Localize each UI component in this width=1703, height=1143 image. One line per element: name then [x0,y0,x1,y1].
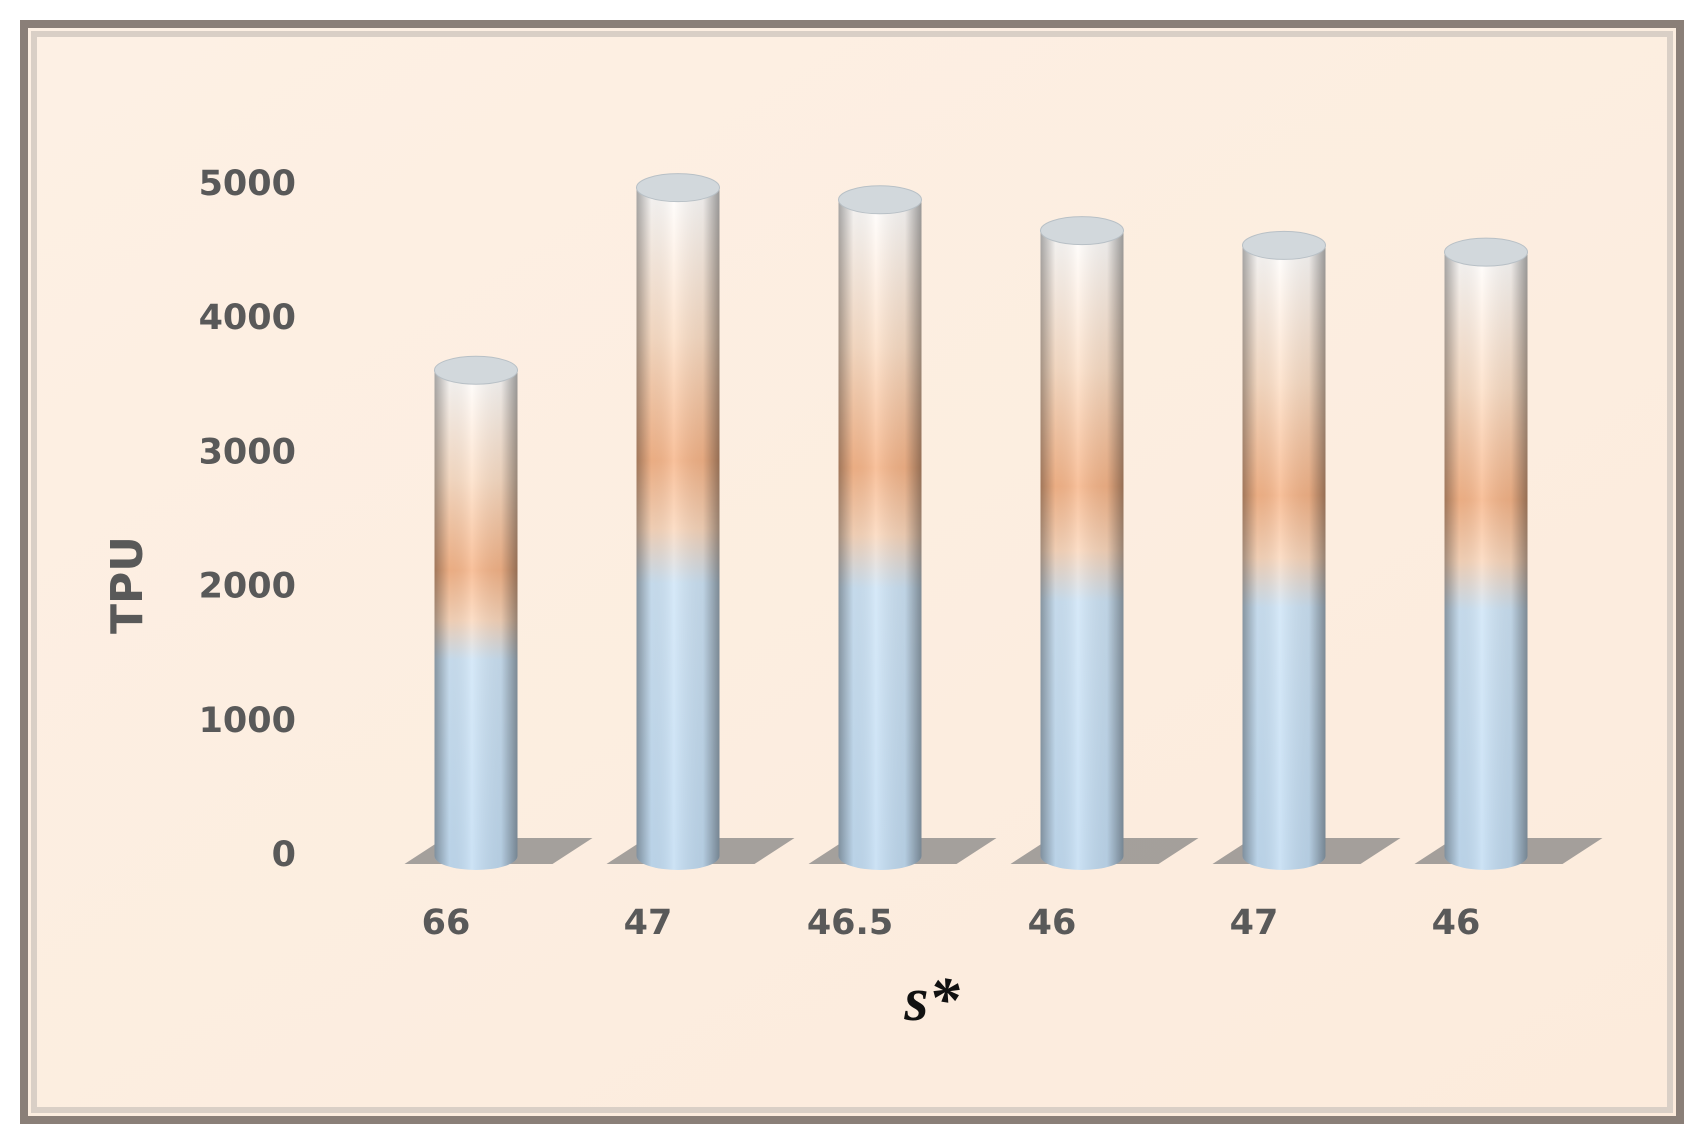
bar-shading [636,187,720,871]
bar-shading [1242,245,1326,871]
x-tick-label: 47 [624,903,673,943]
bar-top [838,185,922,215]
bar-shading [434,370,518,871]
y-tick-label: 2000 [199,567,296,607]
bar-top [1444,237,1528,267]
x-tick-label: 66 [422,903,471,943]
bar-top [636,173,720,203]
bar-top [434,355,518,385]
bar-shading [838,199,922,871]
x-tick-label: 46 [1432,903,1481,943]
x-axis-label: s* [903,966,960,1034]
y-tick-label: 4000 [199,298,296,338]
bar-top [1040,216,1124,246]
y-tick-label: 0 [272,835,296,875]
chart-frame-inner [31,31,1673,1113]
y-axis-label: TPU [102,536,153,634]
bar-top [1242,230,1326,260]
y-tick-label: 5000 [199,164,296,204]
bar-shading [1040,230,1124,871]
y-tick-label: 3000 [199,432,296,472]
x-tick-label: 47 [1230,903,1279,943]
bar-shading [1444,252,1528,871]
x-tick-label: 46.5 [807,903,893,943]
x-tick-label: 46 [1028,903,1077,943]
y-tick-label: 1000 [199,701,296,741]
